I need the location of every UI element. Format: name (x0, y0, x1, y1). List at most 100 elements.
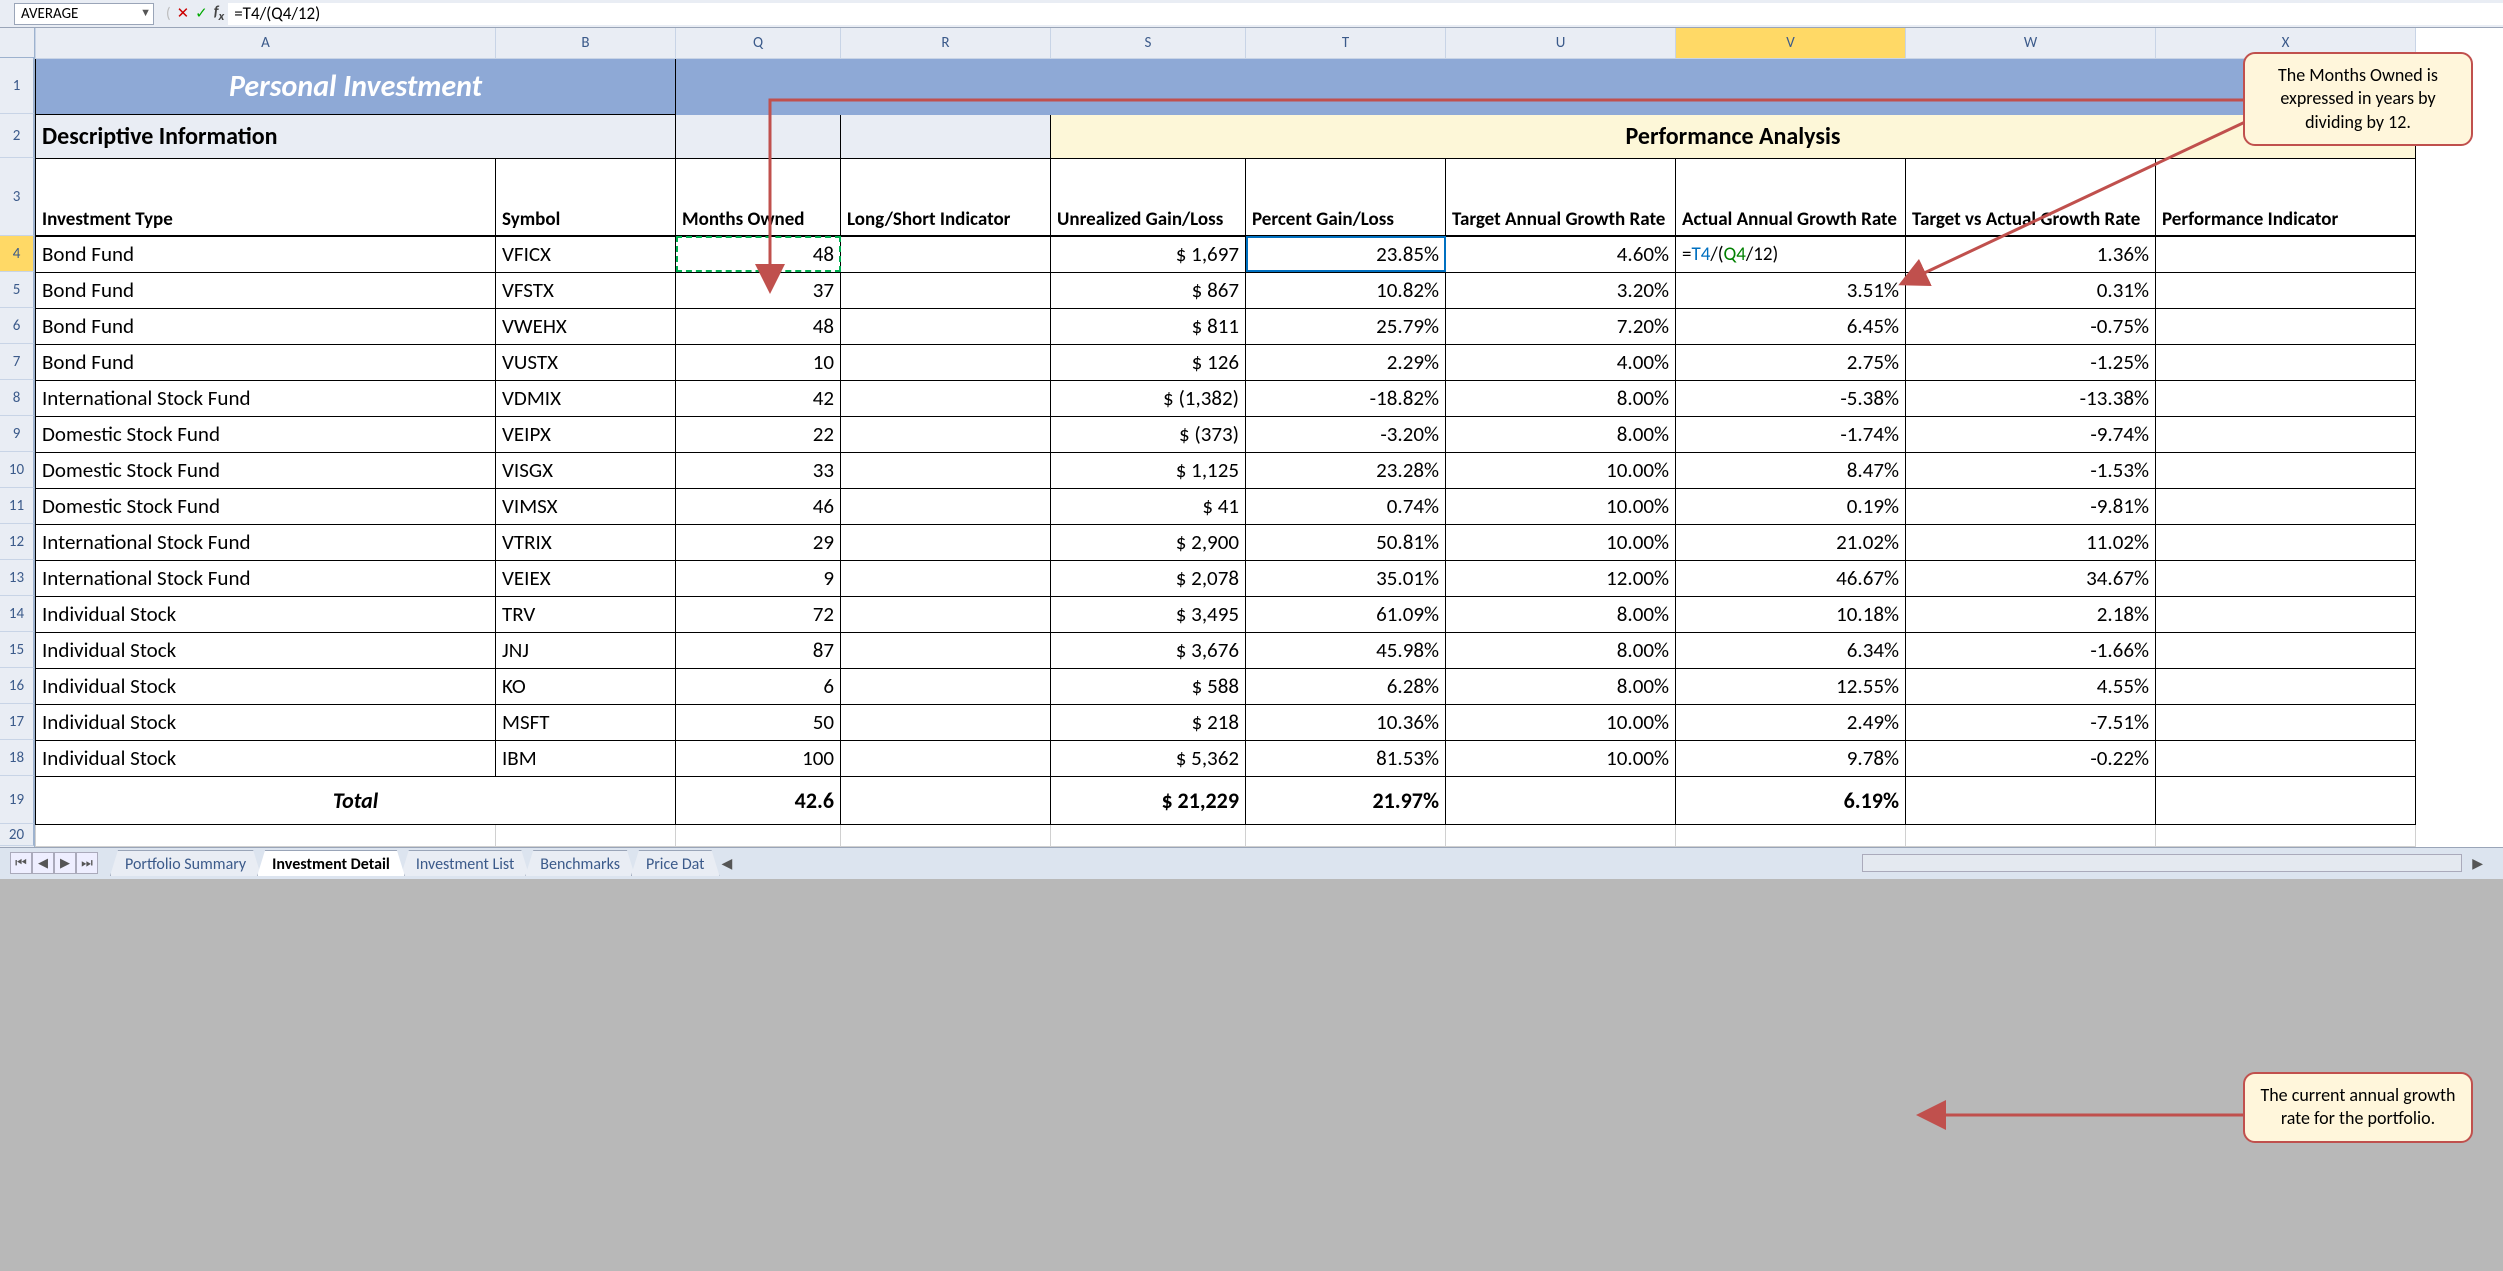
tab-scroll-right-icon[interactable]: ▶ (2472, 855, 2483, 872)
cell[interactable] (2156, 776, 2416, 824)
cell[interactable] (1246, 58, 1446, 114)
cell[interactable]: $ 126 (1051, 344, 1246, 380)
tab-nav-first-icon[interactable]: ⏮ (10, 852, 32, 874)
cell[interactable]: $ 2,078 (1051, 560, 1246, 596)
cell[interactable]: $ 867 (1051, 272, 1246, 308)
cell[interactable]: Target Annual Growth Rate (1446, 158, 1676, 236)
cell[interactable]: International Stock Fund (36, 524, 496, 560)
cell[interactable]: $ 3,676 (1051, 632, 1246, 668)
cell[interactable]: TRV (496, 596, 676, 632)
tab-nav-next-icon[interactable]: ▶ (54, 852, 76, 874)
cell[interactable]: VISGX (496, 452, 676, 488)
cell[interactable]: 0.74% (1246, 488, 1446, 524)
cell[interactable]: 100 (676, 740, 841, 776)
tab-scroll-left-icon[interactable]: ◀ (722, 855, 733, 872)
tab-nav-last-icon[interactable]: ⏭ (76, 852, 98, 874)
cell[interactable]: 21.02% (1676, 524, 1906, 560)
cell[interactable]: -18.82% (1246, 380, 1446, 416)
cell[interactable]: 9 (676, 560, 841, 596)
cell[interactable] (841, 668, 1051, 704)
cell[interactable]: $ (1,382) (1051, 380, 1246, 416)
cell[interactable]: 12.00% (1446, 560, 1676, 596)
cell[interactable]: 21.97% (1246, 776, 1446, 824)
cell[interactable]: 1.36% (1906, 236, 2156, 272)
horizontal-scrollbar[interactable] (1862, 854, 2462, 872)
cell[interactable]: 46.67% (1676, 560, 1906, 596)
row-header-6[interactable]: 6 (0, 308, 34, 344)
accept-formula-icon[interactable]: ✓ (195, 4, 208, 23)
cell[interactable]: 6.19% (1676, 776, 1906, 824)
row-header-8[interactable]: 8 (0, 380, 34, 416)
cell[interactable] (1246, 824, 1446, 846)
column-header-T[interactable]: T (1246, 28, 1446, 58)
cell[interactable] (2156, 560, 2416, 596)
cell[interactable] (841, 740, 1051, 776)
cell[interactable]: Domestic Stock Fund (36, 488, 496, 524)
cell[interactable]: Months Owned (676, 158, 841, 236)
cell[interactable]: 29 (676, 524, 841, 560)
cell[interactable]: 10.00% (1446, 452, 1676, 488)
cell[interactable] (676, 824, 841, 846)
cell[interactable] (841, 776, 1051, 824)
row-header-17[interactable]: 17 (0, 704, 34, 740)
cell[interactable]: -7.51% (1906, 704, 2156, 740)
row-header-20[interactable]: 20 (0, 824, 34, 846)
cell[interactable] (841, 236, 1051, 272)
row-header-13[interactable]: 13 (0, 560, 34, 596)
cell[interactable]: Personal Investment (36, 58, 676, 114)
cell[interactable]: -9.74% (1906, 416, 2156, 452)
cell[interactable] (36, 824, 496, 846)
cell[interactable]: -1.25% (1906, 344, 2156, 380)
row-header-2[interactable]: 2 (0, 114, 34, 158)
cell[interactable]: $ 588 (1051, 668, 1246, 704)
cell[interactable] (676, 58, 841, 114)
cell[interactable]: 46 (676, 488, 841, 524)
cell[interactable]: 61.09% (1246, 596, 1446, 632)
cell[interactable] (2156, 668, 2416, 704)
cell[interactable]: Domestic Stock Fund (36, 452, 496, 488)
cell[interactable] (2156, 380, 2416, 416)
cell[interactable]: 8.00% (1446, 632, 1676, 668)
sheet-tab-benchmarks[interactable]: Benchmarks (525, 850, 635, 876)
cell[interactable]: Bond Fund (36, 308, 496, 344)
cell[interactable]: VWEHX (496, 308, 676, 344)
row-header-4[interactable]: 4 (0, 236, 34, 272)
cell[interactable]: Descriptive Information (36, 114, 676, 158)
cell[interactable]: 48 (676, 236, 841, 272)
cell[interactable]: VDMIX (496, 380, 676, 416)
cell[interactable]: 8.47% (1676, 452, 1906, 488)
cell[interactable]: 12.55% (1676, 668, 1906, 704)
cell[interactable]: 4.00% (1446, 344, 1676, 380)
cell[interactable]: 37 (676, 272, 841, 308)
cell[interactable]: 0.31% (1906, 272, 2156, 308)
cell[interactable]: 35.01% (1246, 560, 1446, 596)
cell[interactable]: Percent Gain/Loss (1246, 158, 1446, 236)
cell[interactable] (841, 308, 1051, 344)
cell[interactable] (1051, 58, 1246, 114)
cell[interactable]: International Stock Fund (36, 560, 496, 596)
row-header-18[interactable]: 18 (0, 740, 34, 776)
row-header-1[interactable]: 1 (0, 58, 34, 114)
cell[interactable] (2156, 824, 2416, 846)
cell[interactable]: 3.51% (1676, 272, 1906, 308)
cell[interactable]: Individual Stock (36, 632, 496, 668)
column-header-W[interactable]: W (1906, 28, 2156, 58)
cell[interactable] (841, 704, 1051, 740)
cell[interactable] (841, 452, 1051, 488)
column-header-Q[interactable]: Q (676, 28, 841, 58)
cell[interactable]: $ 3,495 (1051, 596, 1246, 632)
select-all-corner[interactable] (0, 28, 34, 58)
row-header-16[interactable]: 16 (0, 668, 34, 704)
cell[interactable] (1446, 58, 1676, 114)
row-header-5[interactable]: 5 (0, 272, 34, 308)
cell[interactable]: -0.22% (1906, 740, 2156, 776)
cell[interactable]: -1.53% (1906, 452, 2156, 488)
cell[interactable]: $ 1,697 (1051, 236, 1246, 272)
row-header-15[interactable]: 15 (0, 632, 34, 668)
cell[interactable]: 10.00% (1446, 704, 1676, 740)
cell[interactable] (2156, 596, 2416, 632)
cell[interactable] (2156, 632, 2416, 668)
cell[interactable]: Total (36, 776, 676, 824)
cell[interactable]: 10.18% (1676, 596, 1906, 632)
cell[interactable]: 50.81% (1246, 524, 1446, 560)
